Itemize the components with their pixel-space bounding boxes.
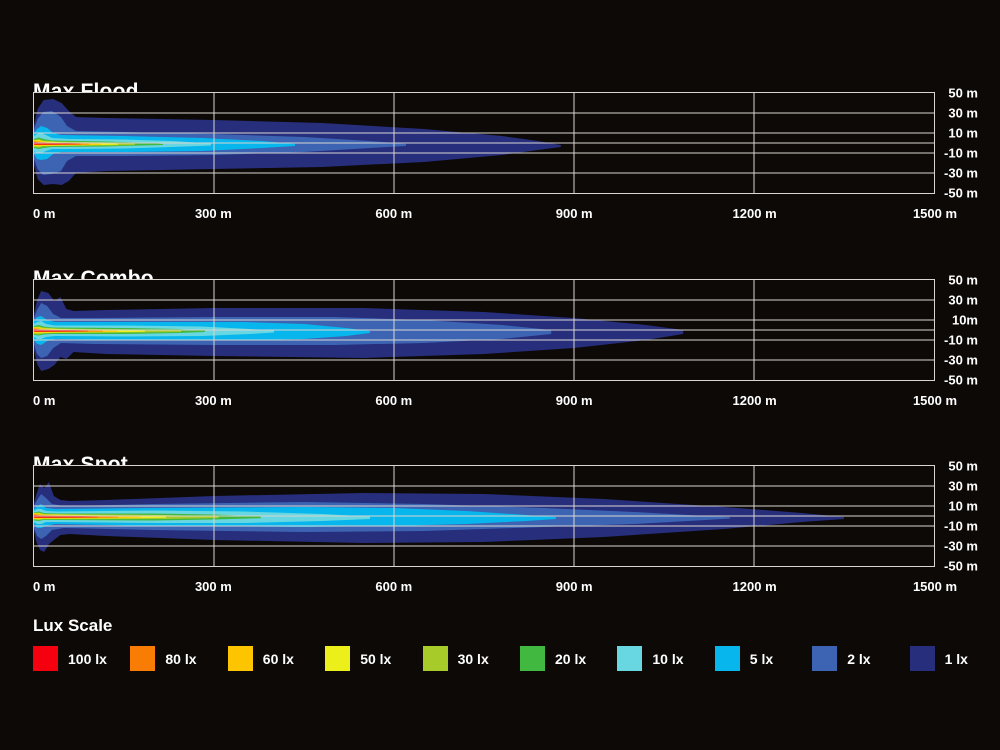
legend-label: 80 lx (165, 650, 197, 667)
x-tick-label: 1500 m (912, 393, 958, 408)
y-tick-label: 30 m (948, 105, 978, 121)
legend-swatch (33, 646, 58, 671)
legend-swatch (812, 646, 838, 671)
x-axis-labels-max-spot: 0 m 300 m 600 m 900 m 1200 m 1500 m (0, 579, 1000, 597)
y-tick-label: -30 m (944, 352, 978, 368)
y-axis-labels-max-spot: 50 m 30 m 10 m -10 m -30 m -50 m (942, 459, 978, 574)
legend-label: 60 lx (262, 650, 294, 667)
legend-swatch (714, 646, 740, 671)
legend-label: 10 lx (652, 650, 684, 667)
plot-max-combo (33, 279, 935, 381)
x-tick-label: 600 m (375, 393, 413, 408)
y-tick-label: -50 m (944, 372, 978, 388)
y-axis-labels-max-combo: 50 m 30 m 10m -10 m -30 m -50 m (942, 273, 978, 388)
x-tick-label: 0 m (33, 393, 56, 408)
plot-max-flood (33, 92, 935, 194)
legend-swatch (909, 646, 935, 671)
legend-swatch (325, 646, 351, 671)
legend-item-30-lx: 30 lx (422, 646, 489, 671)
y-tick-label: -50 m (944, 558, 978, 574)
x-tick-label: 0 m (33, 206, 56, 221)
legend-label: 100 lx (68, 650, 107, 667)
y-tick-label: 30 m (948, 478, 978, 494)
legend-label: 20 lx (555, 650, 587, 667)
lux-scale-legend: 100 lx 80 lx 60 lx 50 lx 30 lx 20 lx 10 lx 5 lx… (0, 646, 1000, 672)
y-tick-label: 10 m (948, 125, 978, 141)
x-tick-label: 900 m (555, 579, 593, 594)
y-axis-labels-max-flood: 50 m 30 m 10 m -10 m -30 m -50 m (942, 86, 978, 201)
legend-label: 2 lx (847, 650, 871, 667)
y-tick-label: 50 m (948, 85, 978, 101)
x-tick-label: 300 m (194, 206, 232, 221)
legend-label: 5 lx (749, 650, 774, 667)
y-tick-label: -10 m (944, 145, 978, 161)
y-tick-label: -50 m (944, 185, 978, 201)
legend-item-1-lx: 1 lx (909, 646, 968, 671)
y-tick-label: 50 m (948, 458, 978, 474)
x-tick-label: 300 m (194, 579, 232, 594)
x-tick-label: 1500 m (912, 206, 958, 221)
x-tick-label: 900 m (555, 206, 593, 221)
legend-swatch (422, 646, 448, 671)
x-tick-label: 1200 m (732, 206, 777, 221)
x-axis-labels-max-flood: 0 m 300 m 600 m 900 m 1200 m 1500 m (0, 206, 1000, 224)
x-tick-label: 1200 m (732, 393, 777, 408)
y-tick-label: -30 m (944, 165, 978, 181)
x-tick-label: 600 m (375, 206, 413, 221)
x-tick-label: 300 m (194, 393, 232, 408)
legend-label: 50 lx (360, 650, 392, 667)
legend-item-100-lx: 100 lx (33, 646, 107, 671)
legend-item-60-lx: 60 lx (227, 646, 294, 671)
legend-swatch (617, 646, 643, 671)
y-tick-label: 50 m (948, 272, 978, 288)
legend-title: Lux Scale (33, 616, 113, 635)
x-tick-label: 1500 m (912, 579, 958, 594)
legend-label: 1 lx (944, 650, 968, 667)
legend-label: 30 lx (457, 650, 489, 667)
x-axis-labels-max-combo: 0 m 300 m 600 m 900 m 1200 m 1500 m (0, 393, 1000, 411)
legend-item-80-lx: 80 lx (130, 646, 197, 671)
legend-swatch (520, 646, 545, 671)
x-tick-label: 900 m (555, 393, 593, 408)
legend-item-20-lx: 20 lx (520, 646, 586, 671)
y-tick-label: 10m (951, 312, 978, 328)
legend-item-2-lx: 2 lx (812, 646, 871, 671)
legend-swatch (227, 646, 253, 671)
x-tick-label: 600 m (375, 579, 413, 594)
plot-max-spot (33, 465, 935, 567)
legend-swatch (130, 646, 156, 671)
x-tick-label: 1200 m (732, 579, 777, 594)
legend-item-10-lx: 10 lx (617, 646, 684, 671)
y-tick-label: -10 m (944, 518, 978, 534)
y-tick-label: 10 m (948, 498, 978, 514)
y-tick-label: -30 m (944, 538, 978, 554)
legend-item-50-lx: 50 lx (325, 646, 391, 671)
y-tick-label: 30 m (948, 292, 978, 308)
x-tick-label: 0 m (33, 579, 56, 594)
legend-item-5-lx: 5 lx (714, 646, 774, 671)
y-tick-label: -10 m (944, 332, 978, 348)
